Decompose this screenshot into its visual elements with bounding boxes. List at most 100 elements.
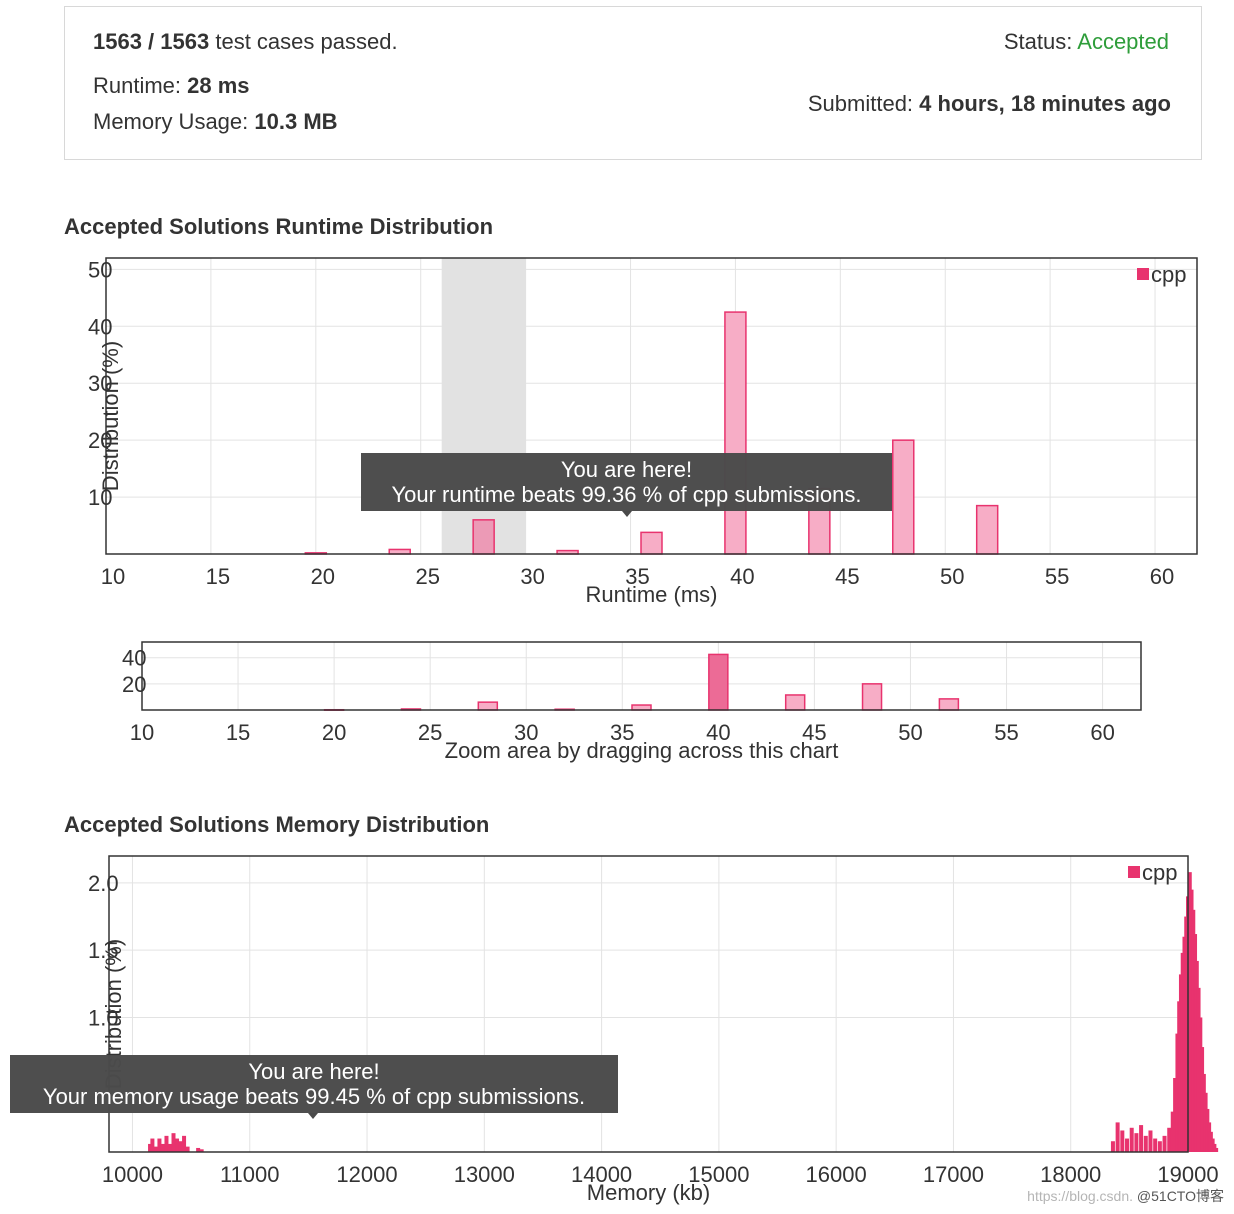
- x-tick-label: 25: [418, 720, 442, 745]
- y-axis-title: Distribution (%): [98, 341, 123, 491]
- submitted-summary: Submitted: 4 hours, 18 minutes ago: [808, 91, 1171, 117]
- tooltip-box: [10, 1055, 618, 1113]
- runtime-summary: Runtime: 28 ms: [93, 73, 250, 99]
- bar-52[interactable]: [975, 504, 999, 555]
- watermark-url: https://blog.csdn.: [1027, 1188, 1134, 1204]
- submitted-value: 4 hours, 18 minutes ago: [919, 91, 1171, 116]
- x-tick-label: 20: [311, 564, 335, 589]
- bar-10350[interactable]: [171, 1133, 176, 1152]
- x-tick-label: 60: [1150, 564, 1174, 589]
- tooltip-pointer: [622, 511, 632, 517]
- y-tick-label: 1.5: [88, 938, 119, 963]
- y-tick-label: 10: [88, 485, 112, 510]
- bar-18760[interactable]: [1157, 1141, 1162, 1152]
- x-axis-title: Memory (kb): [587, 1180, 710, 1205]
- submitted-label: Submitted:: [807, 91, 920, 116]
- bar-10470[interactable]: [185, 1146, 190, 1152]
- bar-28[interactable]: [477, 701, 499, 711]
- test-cases-count: 1563 / 1563: [93, 29, 210, 54]
- bar-10290[interactable]: [164, 1135, 169, 1152]
- bar-18870[interactable]: [1170, 1111, 1175, 1152]
- bar-10170[interactable]: [150, 1138, 155, 1152]
- you-are-here-tooltip: You are here!Your runtime beats 99.36 % …: [361, 453, 892, 517]
- status-summary: Status: Accepted: [1004, 29, 1169, 55]
- bar-10320[interactable]: [167, 1143, 172, 1152]
- bar-18520[interactable]: [1129, 1127, 1134, 1152]
- x-tick-label: 35: [625, 564, 649, 589]
- status-label: Status:: [1003, 29, 1078, 54]
- watermark-brand: @51CTO博客: [1136, 1188, 1224, 1204]
- test-cases-text: test cases passed.: [209, 29, 398, 54]
- bar-18560[interactable]: [1134, 1133, 1139, 1152]
- bar-48[interactable]: [861, 683, 883, 711]
- bar-18440[interactable]: [1120, 1130, 1125, 1152]
- runtime-value: 28 ms: [187, 73, 250, 98]
- bar-18400[interactable]: [1115, 1122, 1120, 1152]
- bar-18480[interactable]: [1125, 1138, 1130, 1152]
- y-tick-label: 1.0: [88, 1005, 119, 1030]
- bar-18360[interactable]: [1110, 1141, 1115, 1152]
- tooltip-line-1: You are here!: [561, 457, 692, 482]
- x-tick-label: 50: [898, 720, 922, 745]
- bar-10260[interactable]: [160, 1143, 165, 1152]
- status-accepted-link[interactable]: Accepted: [1077, 29, 1169, 54]
- memory-distribution-title: Accepted Solutions Memory Distribution: [64, 812, 490, 837]
- memory-label: Memory Usage:: [93, 109, 255, 134]
- x-tick-label: 12000: [336, 1162, 397, 1187]
- x-tick-label: 10: [130, 720, 154, 745]
- x-tick-label: 15: [226, 720, 250, 745]
- bar-18600[interactable]: [1139, 1125, 1144, 1152]
- bar-52[interactable]: [938, 698, 960, 711]
- runtime-main-chart[interactable]: 10 15 20 25 30 35 40 45 50 55 60 10 20 30 40 50 Runtime …: [88, 257, 1198, 607]
- plot-frame: [105, 257, 1198, 555]
- bar-10440[interactable]: [182, 1135, 187, 1152]
- bar-18800[interactable]: [1162, 1135, 1167, 1152]
- bar-40[interactable]: [708, 653, 729, 711]
- bar-10150[interactable]: [148, 1143, 153, 1152]
- x-tick-label: 35: [610, 720, 634, 745]
- bar-18680[interactable]: [1148, 1130, 1153, 1152]
- plot-frame: [108, 855, 1189, 1153]
- y-tick-label: 20: [88, 428, 112, 453]
- y-tick-label: 40: [88, 314, 112, 339]
- x-tick-label: 15: [206, 564, 230, 589]
- bar-40[interactable]: [724, 311, 747, 555]
- legend-label: cpp: [1151, 262, 1186, 287]
- x-tick-label: 40: [706, 720, 730, 745]
- x-tick-label: 13000: [454, 1162, 515, 1187]
- bar-48[interactable]: [892, 439, 915, 555]
- x-tick-label: 16000: [806, 1162, 867, 1187]
- bar-18890[interactable]: [1173, 1078, 1178, 1152]
- bar-19240[interactable]: [1214, 1147, 1219, 1152]
- bar-10560[interactable]: [196, 1147, 201, 1152]
- x-tick-label: 45: [802, 720, 826, 745]
- x-tick-label: 30: [520, 564, 544, 589]
- x-tick-label: 19000: [1157, 1162, 1218, 1187]
- x-axis-title: Zoom area by dragging across this chart: [445, 738, 839, 763]
- memory-main-chart[interactable]: 10000 11000 12000 13000 14000 15000 16000 17000…: [10, 855, 1219, 1205]
- bar-36[interactable]: [640, 531, 663, 555]
- bar-10200[interactable]: [153, 1146, 158, 1152]
- bar-10230[interactable]: [157, 1138, 162, 1152]
- bar-28[interactable]: [472, 519, 495, 555]
- y-tick-label: 30: [88, 371, 112, 396]
- legend-label: cpp: [1142, 860, 1177, 885]
- bar-10380[interactable]: [175, 1138, 180, 1152]
- tooltip-box: [361, 453, 892, 511]
- bar-18640[interactable]: [1143, 1135, 1148, 1152]
- watermark: https://blog.csdn. @51CTO博客: [1027, 1186, 1224, 1206]
- runtime-label: Runtime:: [93, 73, 188, 98]
- bar-10590[interactable]: [199, 1149, 204, 1152]
- bar-10410[interactable]: [178, 1141, 183, 1152]
- plot-frame: [141, 641, 1142, 711]
- x-tick-label: 30: [514, 720, 538, 745]
- bar-44[interactable]: [784, 694, 806, 711]
- submission-summary-panel: 1563 / 1563 test cases passed. Runtime: …: [64, 6, 1202, 160]
- memory-value: 10.3 MB: [254, 109, 338, 134]
- bar-18840[interactable]: [1167, 1127, 1172, 1152]
- y-tick-label: 50: [88, 257, 112, 282]
- tooltip-pointer: [308, 1113, 318, 1119]
- bar-18720[interactable]: [1153, 1138, 1158, 1152]
